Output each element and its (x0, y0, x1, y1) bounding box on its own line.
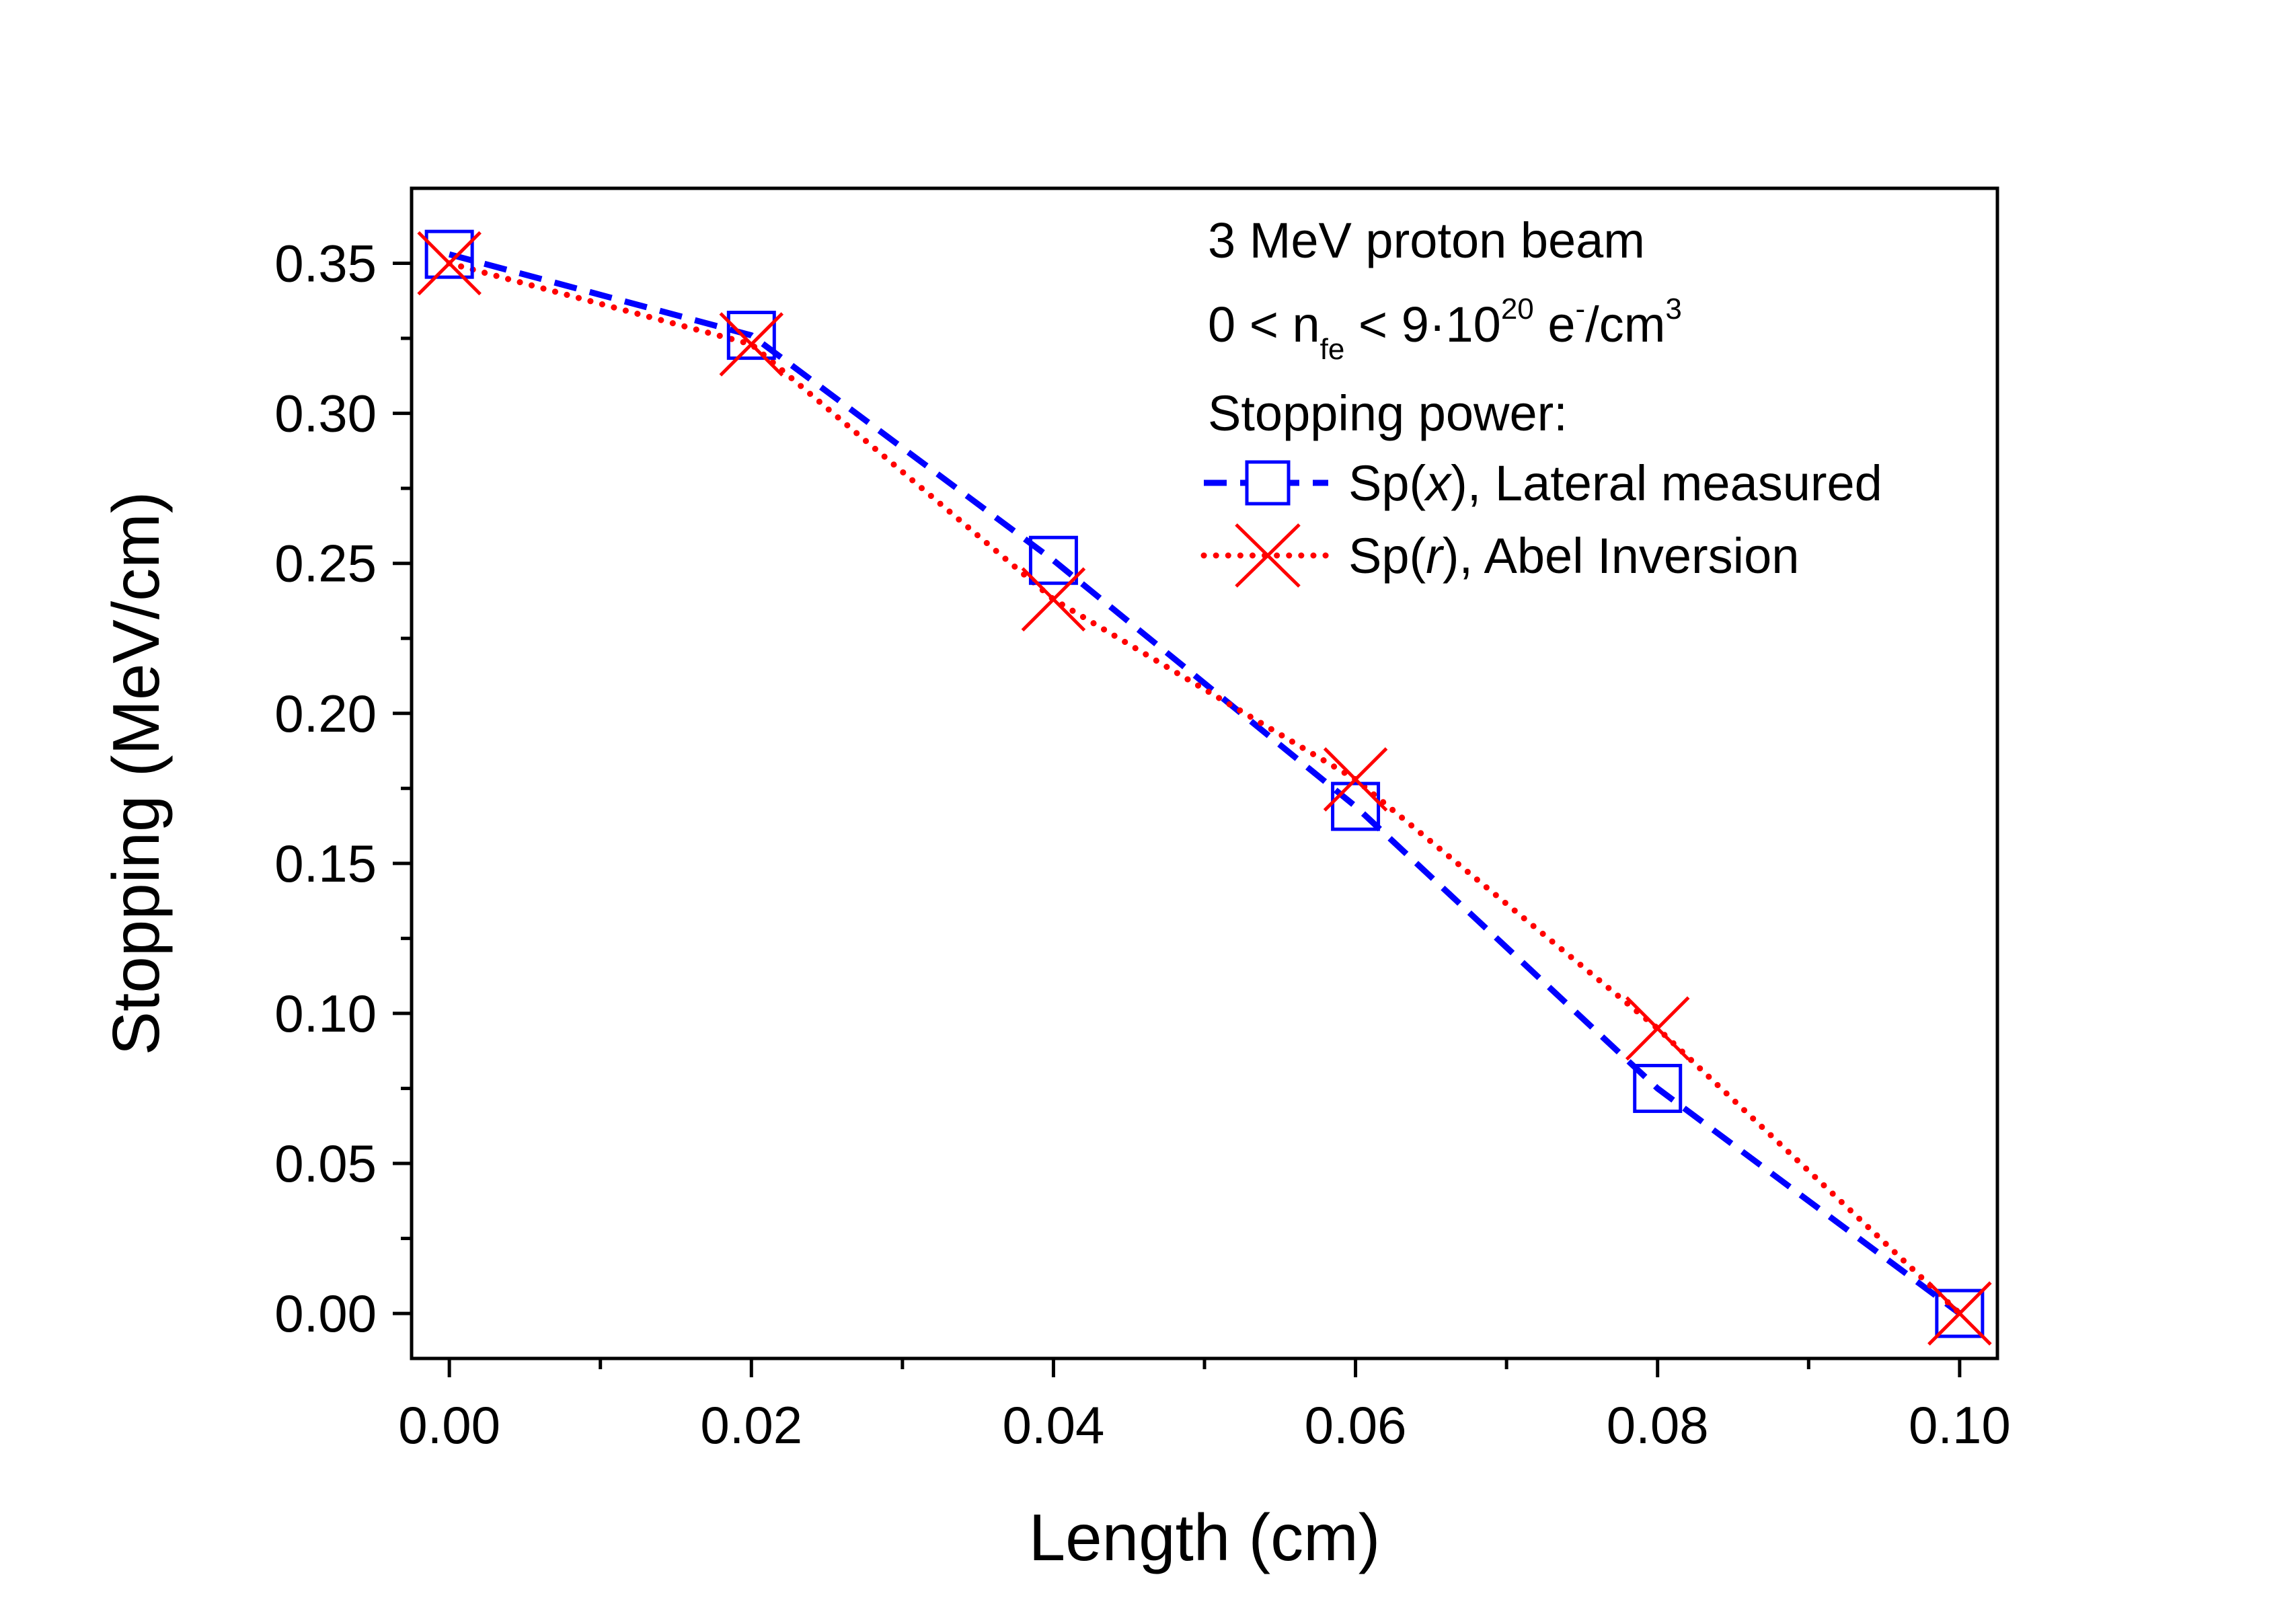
x-axis-title: Length (cm) (1029, 1500, 1381, 1574)
legend-lateral-suffix: ), Lateral measured (1451, 455, 1882, 511)
x-tick-label: 0.10 (1909, 1395, 2011, 1455)
legend-abel-label: Sp(r), Abel Inversion (1348, 528, 1799, 584)
data-point-lateral-square (1935, 1289, 1985, 1338)
series-markers (417, 229, 1992, 1346)
data-point-abel-cross-b (417, 231, 482, 296)
y-tick-label: 0.00 (274, 1284, 377, 1343)
legend-stopping-power-line: Stopping power: (1208, 385, 1568, 441)
legend-density-part-c: e (1534, 297, 1576, 352)
legend-lateral-variable: x (1424, 455, 1453, 511)
legend-abel-suffix: ), Abel Inversion (1443, 528, 1800, 584)
legend-density-sup-3: 3 (1665, 293, 1681, 325)
y-tick-label: 0.30 (274, 384, 377, 443)
legend-title-line: 3 MeV proton beam (1208, 213, 1645, 268)
x-tick-label: 0.06 (1305, 1395, 1407, 1455)
legend-abel-cross-marker-b (1235, 523, 1301, 588)
x-axis: 0.00 0.02 0.04 0.06 0.08 0.10 (398, 1358, 2011, 1455)
legend-density-line: 0 < nfe < 9·1020 e-/cm3 (1208, 293, 1682, 366)
y-tick-label: 0.05 (274, 1134, 377, 1193)
x-tick-label: 0.04 (1003, 1395, 1105, 1455)
data-point-lateral-square (1331, 781, 1381, 831)
data-point-lateral-square (726, 311, 776, 360)
data-point-lateral-square (1633, 1063, 1683, 1113)
legend-density-sub-fe: fe (1320, 333, 1345, 366)
data-point-lateral-square (1028, 535, 1078, 585)
legend-density-sup-20: 20 (1501, 293, 1534, 325)
legend-abel-prefix: Sp( (1348, 528, 1426, 584)
legend-lateral-prefix: Sp( (1348, 455, 1426, 511)
legend-density-sup-minus: - (1575, 293, 1585, 325)
series-line-abel-inversion (446, 260, 1963, 1317)
legend-density-part-d: /cm (1585, 297, 1665, 352)
legend-lateral-square-marker (1245, 460, 1291, 506)
series-lines (446, 251, 1963, 1317)
legend-density-part-b: < 9·10 (1344, 297, 1500, 352)
legend: 3 MeV proton beam 0 < nfe < 9·1020 e-/cm… (1200, 213, 1882, 588)
y-axis: 0.00 0.05 0.10 0.15 0.20 0.25 0.30 0.35 (274, 234, 412, 1343)
data-point-lateral-square (424, 229, 474, 279)
legend-abel-variable: r (1426, 528, 1445, 584)
data-point-abel-cross-b (1927, 1281, 1992, 1346)
x-tick-label: 0.00 (398, 1395, 500, 1455)
y-tick-label: 0.15 (274, 834, 377, 893)
y-tick-label: 0.20 (274, 684, 377, 743)
y-axis-title: Stopping (MeV/cm) (99, 492, 173, 1056)
y-tick-label: 0.35 (274, 234, 377, 293)
data-point-abel-cross-b (719, 312, 784, 377)
series-line-lateral-measured (448, 251, 1962, 1316)
legend-lateral-label: Sp(x), Lateral measured (1348, 455, 1882, 511)
y-tick-label: 0.25 (274, 534, 377, 593)
x-tick-label: 0.08 (1607, 1395, 1709, 1455)
data-point-abel-cross-b (1625, 996, 1690, 1061)
y-tick-label: 0.10 (274, 984, 377, 1043)
data-point-abel-cross-b (1323, 747, 1388, 812)
legend-density-part-a: 0 < n (1208, 297, 1320, 352)
x-tick-label: 0.02 (700, 1395, 802, 1455)
data-point-abel-cross-b (1021, 567, 1086, 631)
